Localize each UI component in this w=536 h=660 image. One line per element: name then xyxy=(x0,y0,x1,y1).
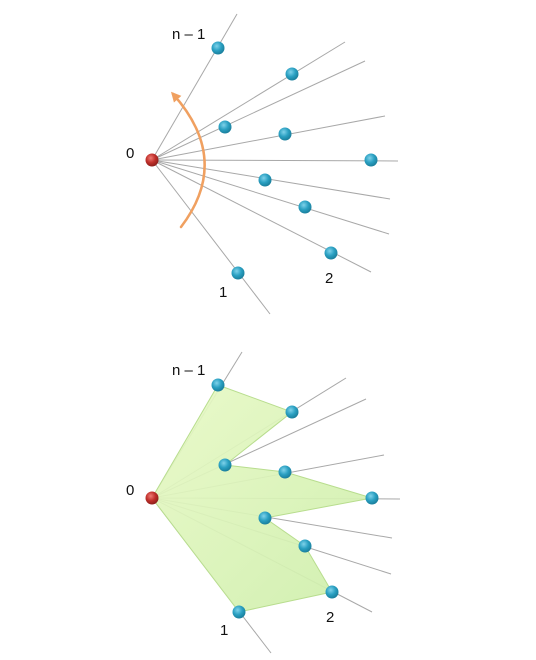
vertex-point xyxy=(285,405,299,419)
ray xyxy=(151,60,366,161)
vertex-point xyxy=(278,127,292,141)
label-second: 2 xyxy=(325,270,333,287)
vertex-point xyxy=(298,200,312,214)
vertex-point xyxy=(365,491,379,505)
label-origin: 0 xyxy=(126,145,134,162)
vertex-point-last xyxy=(211,378,225,392)
vertex-point-first xyxy=(232,605,246,619)
sweep-arrow-icon xyxy=(171,91,206,229)
vertex-point-second xyxy=(325,585,339,599)
label-first: 1 xyxy=(220,622,228,639)
vertex-point xyxy=(278,465,292,479)
vertex-point-second xyxy=(324,246,338,260)
label-origin: 0 xyxy=(126,482,134,499)
bottom-diagram: 0 n – 1 2 1 xyxy=(126,351,401,654)
origin-point xyxy=(145,153,159,167)
vertex-point xyxy=(218,458,232,472)
vertex-point-last xyxy=(211,41,225,55)
ray xyxy=(151,159,399,162)
vertex-point-first xyxy=(231,266,245,280)
ray xyxy=(151,115,386,161)
ray xyxy=(151,41,346,161)
vertex-point xyxy=(298,539,312,553)
vertex-point xyxy=(285,67,299,81)
vertex-point xyxy=(364,153,378,167)
vertex-point xyxy=(218,120,232,134)
ray-first xyxy=(151,159,271,315)
label-first: 1 xyxy=(219,284,227,301)
vertex-point xyxy=(258,173,272,187)
top-rays xyxy=(151,13,399,315)
vertex-point xyxy=(258,511,272,525)
label-second: 2 xyxy=(326,609,334,626)
origin-point xyxy=(145,491,159,505)
top-points xyxy=(145,41,378,280)
label-last: n – 1 xyxy=(172,362,205,379)
ray xyxy=(151,159,390,235)
star-polygon xyxy=(151,384,373,613)
bottom-points xyxy=(145,378,379,619)
ray-last xyxy=(151,13,238,161)
top-diagram: 0 n – 1 2 1 xyxy=(126,13,399,315)
label-last: n – 1 xyxy=(172,26,205,43)
